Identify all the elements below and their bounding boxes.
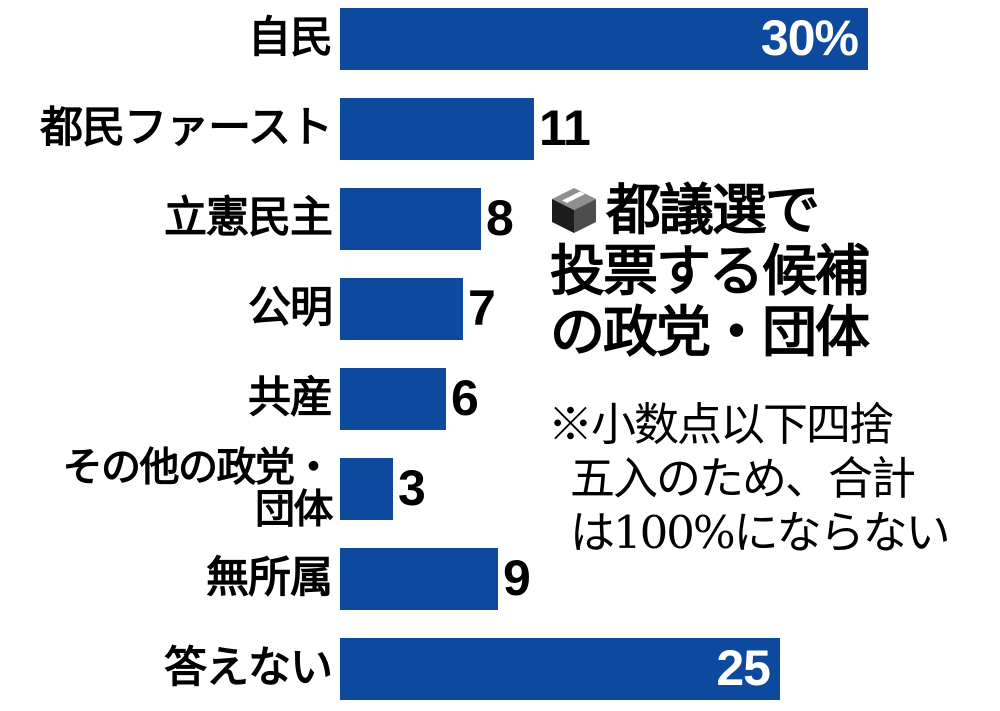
footnote-line-3: は100%にならない: [570, 506, 951, 559]
value-label: 8: [486, 189, 514, 246]
category-label-line: 答えない: [164, 644, 333, 693]
chart-row: 立憲民主 8: [0, 188, 1000, 250]
category-label-line: その他の政党・: [62, 445, 334, 490]
chart-title-text-1: 都議選で: [606, 179, 820, 241]
value-label: 11: [539, 99, 591, 156]
bar: [340, 188, 481, 250]
bar: [340, 278, 463, 340]
category-label: 自民: [0, 14, 333, 63]
bar: 25: [340, 638, 780, 700]
chart-row: 公明 7: [0, 278, 1000, 340]
category-label-line: 公明: [248, 284, 333, 333]
category-label-line: 自民: [248, 14, 333, 63]
category-label: 公明: [0, 284, 333, 333]
ballot-box-icon: [550, 187, 598, 235]
bar: [340, 458, 393, 520]
chart-title: 都議選で 投票する候補 の政党・団体: [550, 180, 998, 363]
bar: [340, 548, 498, 610]
value-label: 9: [503, 549, 531, 606]
chart-row: 無所属 9: [0, 548, 1000, 610]
category-label: 都民ファースト: [0, 104, 333, 153]
category-label: 答えない: [0, 644, 333, 693]
category-label-line: 無所属: [206, 554, 333, 603]
category-label-line: 都民ファースト: [40, 104, 333, 153]
footnote: ※小数点以下四捨 五入のため、合計 は100%にならない: [548, 398, 1000, 560]
category-label-line: 立憲民主: [164, 194, 333, 243]
chart-row: 共産 6: [0, 368, 1000, 430]
chart-row: 自民 30%: [0, 8, 1000, 70]
category-label: その他の政党・ 団体: [0, 445, 334, 532]
category-label: 無所属: [0, 554, 333, 603]
chart-row: その他の政党・ 団体 3: [0, 446, 1000, 531]
value-label: 6: [451, 369, 479, 426]
value-label: 30%: [760, 9, 859, 66]
chart-row: 都民ファースト 11: [0, 98, 1000, 160]
category-label-line: 団体: [255, 488, 334, 532]
value-label: 7: [468, 279, 496, 336]
category-label: 立憲民主: [0, 194, 333, 243]
bar: [340, 368, 446, 430]
chart-row: 答えない 25: [0, 638, 1000, 700]
chart-title-line-1: 都議選で: [550, 180, 998, 241]
value-label: 3: [398, 459, 426, 516]
category-label-line: 共産: [248, 374, 333, 423]
footnote-line-1: ※小数点以下四捨: [548, 398, 894, 451]
value-label: 25: [716, 639, 771, 696]
footnote-line-2: 五入のため、合計: [570, 452, 916, 505]
chart-title-text-2: 投票する候補: [550, 240, 870, 302]
bar: 30%: [340, 8, 868, 70]
chart-title-text-3: の政党・団体: [550, 301, 870, 363]
bar: [340, 98, 534, 160]
category-label: 共産: [0, 374, 333, 423]
